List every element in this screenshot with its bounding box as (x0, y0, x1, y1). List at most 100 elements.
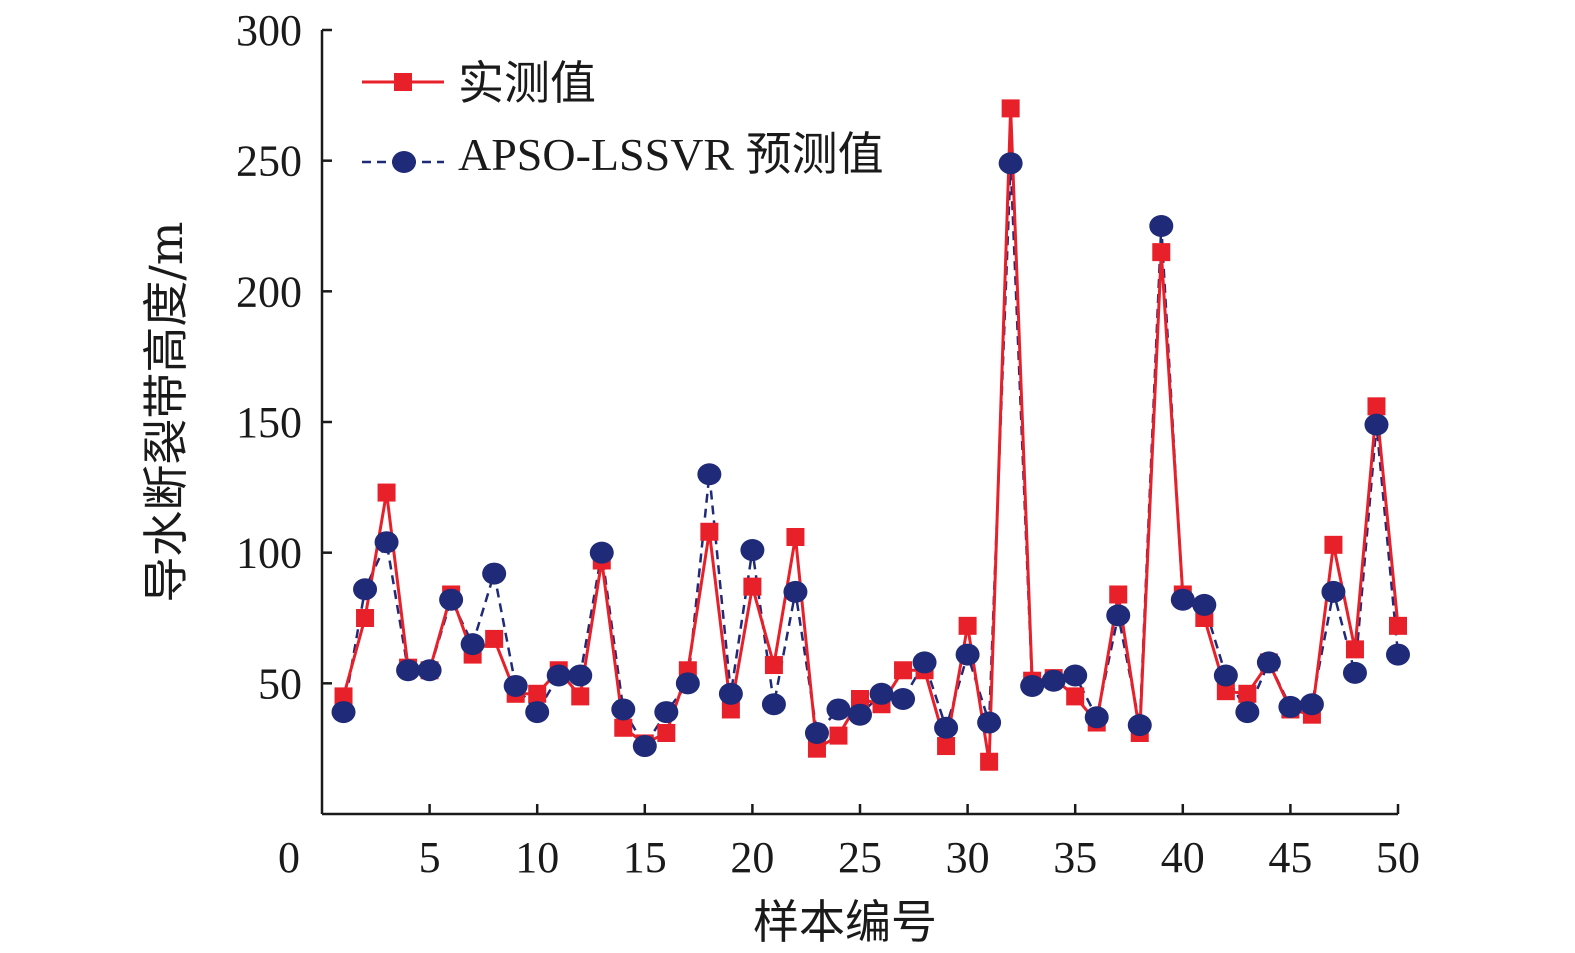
predicted-point (439, 588, 464, 611)
predicted-point (1041, 669, 1066, 692)
measured-point (786, 527, 805, 546)
predicted-point (761, 693, 786, 716)
measured-point (1345, 640, 1364, 659)
y-tick-label: 250 (236, 137, 302, 186)
legend-marker-predicted (392, 151, 416, 173)
measured-point (356, 609, 375, 627)
predicted-point (1235, 701, 1260, 724)
predicted-point (998, 152, 1023, 175)
measured-point (851, 690, 869, 709)
predicted-point (460, 633, 485, 656)
x-tick-label: 20 (730, 833, 774, 882)
predicted-point (1063, 664, 1088, 687)
predicted-point (1127, 714, 1152, 737)
predicted-point (568, 664, 593, 687)
predicted-point (869, 682, 894, 705)
predicted-point (374, 531, 399, 554)
x-axis-title: 样本编号 (753, 895, 937, 949)
series-line-predicted (342, 163, 1400, 749)
y-tick-label: 150 (236, 398, 302, 447)
measured-point (1216, 682, 1235, 701)
predicted-point (525, 701, 550, 724)
predicted-point (396, 659, 421, 682)
predicted-point (632, 735, 657, 758)
predicted-point (1278, 695, 1303, 718)
legend-marker-measured (394, 73, 412, 91)
series-line-measured (342, 108, 1400, 762)
predicted-point (611, 698, 636, 721)
y-tick-label: 200 (236, 267, 302, 316)
measured-point (485, 629, 504, 648)
x-tick-label: 45 (1268, 833, 1312, 882)
predicted-point (718, 682, 743, 705)
measured-point (1389, 616, 1407, 635)
measured-point (807, 739, 826, 758)
series-layer (331, 99, 1410, 771)
predicted-point (955, 643, 980, 666)
measured-point (528, 684, 547, 703)
y-axis-ticks: 50 100 150 200 250 300 (236, 6, 332, 708)
predicted-point (353, 578, 378, 601)
measured-point (958, 616, 977, 635)
predicted-point (589, 541, 614, 564)
measured-point (1324, 535, 1343, 554)
predicted-point (1170, 588, 1195, 611)
measured-point (764, 656, 783, 675)
legend-label-measured: 实测值 (458, 58, 596, 109)
predicted-point (697, 463, 722, 486)
predicted-point (1106, 604, 1131, 627)
measured-point (829, 726, 848, 745)
predicted-point (1256, 651, 1281, 674)
predicted-point (546, 664, 571, 687)
predicted-point (1386, 643, 1410, 666)
x-axis-ticks: 5 10 15 20 25 30 35 40 45 50 (419, 804, 1420, 882)
predicted-point (503, 674, 528, 697)
measured-point (743, 577, 762, 596)
measured-point (1066, 687, 1085, 706)
predicted-point (1364, 413, 1389, 436)
predicted-point (1020, 674, 1045, 697)
measured-point (571, 687, 590, 706)
y-tick-label: 300 (236, 6, 302, 55)
measured-point (1238, 684, 1257, 703)
legend: 实测值 APSO-LSSVR 预测值 (362, 58, 884, 180)
measured-point (700, 522, 719, 541)
y-axis-title: 导水断裂带高度/m (139, 221, 193, 602)
x-tick-label: 30 (946, 833, 990, 882)
predicted-point (1321, 580, 1346, 603)
predicted-point (848, 703, 872, 726)
predicted-point (783, 580, 808, 603)
predicted-point (891, 688, 916, 711)
predicted-point (977, 711, 1002, 734)
predicted-point (1192, 593, 1217, 616)
predicted-point (675, 672, 700, 695)
predicted-point (1342, 661, 1367, 684)
predicted-point (912, 651, 937, 674)
predicted-point (934, 716, 959, 739)
predicted-points (331, 152, 1410, 758)
x-tick-label: 15 (623, 833, 667, 882)
predicted-point (1299, 693, 1324, 716)
measured-point (657, 723, 676, 742)
legend-label-predicted: APSO-LSSVR 预测值 (458, 129, 884, 180)
x-tick-label: 5 (419, 833, 441, 882)
measured-point (334, 687, 353, 706)
predicted-point (331, 701, 356, 724)
predicted-point (826, 698, 851, 721)
measured-point (721, 700, 740, 719)
y-tick-label: 50 (258, 659, 302, 708)
measured-point (1152, 243, 1171, 262)
measured-point (937, 737, 956, 756)
predicted-point (1213, 664, 1238, 687)
predicted-point (417, 659, 442, 682)
x-tick-label: 25 (838, 833, 882, 882)
predicted-point (1149, 215, 1174, 237)
x-tick-label: 50 (1376, 833, 1420, 882)
x-tick-label: 10 (515, 833, 559, 882)
measured-point (894, 661, 913, 680)
measured-point (1367, 397, 1386, 416)
x-tick-label: 40 (1161, 833, 1205, 882)
predicted-point (482, 562, 507, 585)
predicted-point (804, 721, 829, 744)
measured-point (980, 752, 999, 771)
